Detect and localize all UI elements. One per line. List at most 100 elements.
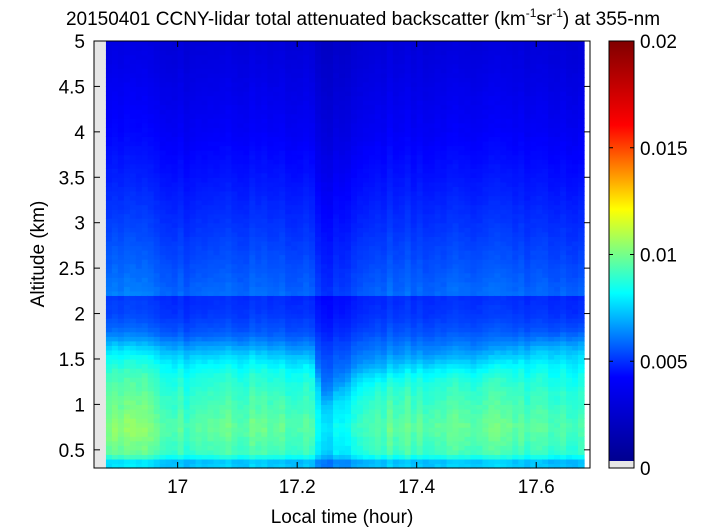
heatmap-cell xyxy=(117,86,125,92)
heatmap-cell xyxy=(141,45,149,51)
heatmap-cell xyxy=(362,41,370,47)
heatmap-cell xyxy=(404,354,412,360)
heatmap-cell xyxy=(189,227,197,233)
heatmap-cell xyxy=(374,368,382,374)
heatmap-cell xyxy=(386,309,394,315)
heatmap-cell xyxy=(117,204,125,210)
heatmap-cell xyxy=(255,399,262,405)
heatmap-cell xyxy=(339,122,346,128)
heatmap-cell xyxy=(153,222,161,228)
heatmap-cell xyxy=(279,458,286,465)
heatmap-cell xyxy=(111,318,119,324)
chart-title: 20150401 CCNY-lidar total attenuated bac… xyxy=(66,6,660,30)
heatmap-cell xyxy=(315,440,322,446)
heatmap-cell xyxy=(171,122,179,128)
heatmap-cell xyxy=(368,104,376,110)
heatmap-cell xyxy=(141,458,149,465)
heatmap-cell xyxy=(416,100,424,106)
heatmap-cell xyxy=(165,290,173,296)
heatmap-cell xyxy=(297,249,304,256)
heatmap-cell xyxy=(141,422,149,428)
heatmap-cell xyxy=(243,418,250,424)
heatmap-cell xyxy=(273,272,280,278)
heatmap-cell xyxy=(398,231,406,237)
heatmap-cell xyxy=(123,199,131,206)
heatmap-cell xyxy=(410,331,418,337)
heatmap-cell xyxy=(135,399,143,405)
heatmap-cell xyxy=(135,68,143,74)
heatmap-cell xyxy=(350,45,358,51)
heatmap-cell xyxy=(261,145,268,151)
heatmap-cell xyxy=(416,81,424,88)
heatmap-cell xyxy=(386,454,394,460)
heatmap-cell xyxy=(249,449,256,455)
heatmap-cell xyxy=(159,209,167,215)
heatmap-cell xyxy=(333,427,340,433)
heatmap-cell xyxy=(261,436,268,442)
heatmap-cell xyxy=(207,259,215,265)
heatmap-cell xyxy=(398,322,406,328)
heatmap-cell xyxy=(123,377,131,383)
heatmap-cell xyxy=(255,454,262,460)
heatmap-cell xyxy=(368,408,376,415)
heatmap-cell xyxy=(285,140,292,147)
heatmap-cell xyxy=(183,372,191,378)
heatmap-cell xyxy=(267,113,274,119)
heatmap-cell xyxy=(189,86,197,92)
heatmap-cell xyxy=(422,436,430,442)
heatmap-cell xyxy=(339,45,346,51)
heatmap-cell xyxy=(201,236,209,242)
heatmap-cell xyxy=(273,231,280,237)
heatmap-cell xyxy=(105,386,113,392)
heatmap-cell xyxy=(237,41,244,47)
heatmap-cell xyxy=(321,118,328,124)
heatmap-cell xyxy=(261,449,268,455)
heatmap-cell xyxy=(261,136,268,142)
heatmap-cell xyxy=(380,345,388,351)
heatmap-cell xyxy=(303,109,310,115)
heatmap-cell xyxy=(207,136,215,142)
heatmap-cell xyxy=(147,41,155,47)
heatmap-cell xyxy=(339,190,346,197)
heatmap-cell xyxy=(159,395,167,401)
heatmap-cell xyxy=(207,41,215,47)
heatmap-cell xyxy=(171,418,179,424)
heatmap-cell xyxy=(374,363,382,369)
heatmap-cell xyxy=(105,199,113,206)
heatmap-cell xyxy=(123,318,131,324)
heatmap-cell xyxy=(231,181,239,187)
heatmap-cell xyxy=(207,431,215,437)
heatmap-cell xyxy=(392,431,400,437)
heatmap-cell xyxy=(344,431,352,437)
heatmap-cell xyxy=(309,268,316,274)
heatmap-cell xyxy=(309,59,316,65)
heatmap-cell xyxy=(398,209,406,215)
heatmap-cell xyxy=(327,54,334,60)
heatmap-cell xyxy=(368,54,376,60)
heatmap-cell xyxy=(141,113,149,119)
heatmap-cell xyxy=(380,90,388,97)
heatmap-cell xyxy=(117,245,125,251)
heatmap-cell xyxy=(225,299,233,306)
heatmap-cell xyxy=(231,336,239,342)
heatmap-cell xyxy=(416,399,424,405)
heatmap-cell xyxy=(416,177,424,183)
heatmap-cell xyxy=(177,458,185,465)
heatmap-cell xyxy=(141,254,149,260)
heatmap-cell xyxy=(398,345,406,351)
heatmap-cell xyxy=(165,390,173,396)
heatmap-cell xyxy=(386,377,394,383)
heatmap-cell xyxy=(117,122,125,128)
heatmap-cell xyxy=(195,163,203,169)
heatmap-cell xyxy=(123,336,131,342)
heatmap-cell xyxy=(380,172,388,178)
heatmap-cell xyxy=(261,90,268,97)
heatmap-cell xyxy=(398,81,406,88)
heatmap-cell xyxy=(255,190,262,197)
heatmap-cell xyxy=(159,390,167,396)
heatmap-cell xyxy=(350,41,358,47)
heatmap-cell xyxy=(410,322,418,328)
heatmap-cell xyxy=(183,408,191,415)
heatmap-cell xyxy=(279,131,286,137)
